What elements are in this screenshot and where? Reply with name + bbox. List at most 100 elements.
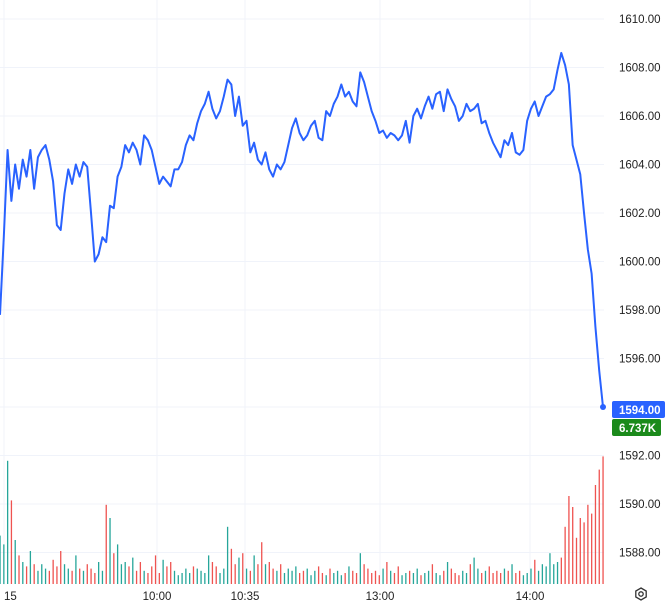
volume-bar — [378, 575, 380, 584]
volume-bar — [374, 570, 377, 584]
y-tick-label: 1598.00 — [619, 305, 661, 317]
volume-bar — [75, 555, 77, 584]
y-tick-label: 1602.00 — [619, 208, 661, 220]
chart-settings-button[interactable] — [633, 586, 649, 602]
volume-bar — [515, 573, 517, 584]
volume-bar — [276, 570, 278, 584]
volume-bar — [477, 568, 479, 584]
volume-bar — [579, 518, 581, 584]
volume-bar — [283, 573, 286, 584]
volume-bar — [196, 568, 198, 584]
volume-bar — [48, 570, 51, 584]
x-tick-label: 10:35 — [231, 591, 260, 603]
x-tick-label: 10:00 — [143, 591, 172, 603]
volume-bar — [177, 575, 179, 584]
volume-bar — [219, 573, 221, 584]
volume-bar — [204, 573, 206, 584]
volume-bar — [306, 568, 308, 584]
volume-bar — [310, 575, 312, 584]
volume-bar — [575, 537, 578, 584]
volume-bar — [492, 573, 494, 584]
grid — [0, 0, 604, 585]
volume-bar — [67, 568, 69, 584]
volume-bar — [170, 562, 172, 584]
volume-bar — [3, 544, 5, 584]
volume-bar — [52, 559, 54, 584]
volume-bar — [60, 551, 62, 584]
volume-bar — [302, 570, 305, 584]
volume-bar — [397, 566, 399, 584]
volume-bar — [135, 570, 138, 584]
volume-bar — [82, 570, 85, 584]
volume-bar — [10, 500, 13, 584]
volume-bar — [598, 469, 600, 584]
volume-bar — [416, 568, 418, 584]
volume-bar — [41, 564, 43, 584]
y-tick-label: 1596.00 — [619, 354, 661, 366]
volume-bar — [496, 570, 498, 584]
volume-bar — [291, 570, 293, 584]
volume-bar — [128, 566, 130, 584]
volume-bar — [272, 568, 274, 584]
volume-bar — [564, 526, 566, 584]
volume-bar — [63, 564, 66, 584]
volume-bar — [299, 573, 301, 584]
volume-bar — [344, 573, 346, 584]
volume-bar — [469, 564, 471, 584]
volume-bar — [435, 573, 437, 584]
last-price-dot — [600, 404, 606, 410]
volume-bar — [33, 564, 35, 584]
volume-bar — [181, 573, 183, 584]
volume-bar — [116, 544, 119, 584]
x-axis: 15 10:00 10:35 13:00 14:00 — [4, 591, 544, 603]
volume-bar — [530, 568, 532, 584]
volume-bar — [151, 566, 153, 584]
volume-bar — [556, 562, 559, 584]
volume-bar — [465, 573, 468, 584]
volume-bar — [484, 570, 487, 584]
volume-bar — [450, 568, 453, 584]
volume-bar — [439, 575, 441, 584]
volume-bar — [166, 566, 168, 584]
volume-bar — [185, 568, 187, 584]
volume-bar — [261, 542, 263, 584]
volume-bar — [583, 522, 585, 584]
volume-bar — [124, 562, 126, 584]
volume-bar — [462, 570, 464, 584]
volume-bars — [0, 456, 604, 584]
volume-bar — [200, 570, 202, 584]
volume-bar — [242, 553, 244, 584]
volume-bar — [446, 562, 449, 584]
volume-bar — [18, 555, 20, 584]
volume-bar — [371, 573, 373, 584]
y-tick-label: 1600.00 — [619, 257, 661, 269]
volume-bar — [6, 460, 9, 584]
volume-bar — [518, 570, 521, 584]
volume-bar — [522, 575, 525, 584]
volume-bar — [90, 568, 92, 584]
volume-bar — [321, 573, 324, 584]
volume-bar — [481, 573, 483, 584]
last-price-badge: 1594.00 — [612, 401, 665, 418]
y-tick-label: 1588.00 — [619, 548, 661, 560]
volume-bar — [295, 566, 297, 584]
volume-bar — [317, 566, 320, 584]
volume-bar — [390, 570, 392, 584]
last-volume-badge-bg — [612, 419, 661, 436]
volume-bar — [526, 573, 528, 584]
volume-bar — [511, 564, 513, 584]
volume-bar — [568, 496, 570, 584]
volume-bar — [602, 456, 604, 584]
volume-bar — [503, 568, 506, 584]
volume-bar — [238, 557, 240, 584]
volume-bar — [234, 564, 236, 584]
volume-bar — [412, 573, 415, 584]
volume-bar — [443, 570, 445, 584]
x-tick-label: 15 — [4, 591, 17, 603]
volume-bar — [427, 570, 430, 584]
volume-bar — [408, 570, 411, 584]
last-price-badge-bg — [612, 401, 665, 418]
volume-bar — [454, 573, 456, 584]
volume-bar — [158, 573, 160, 584]
volume-bar — [162, 559, 164, 584]
